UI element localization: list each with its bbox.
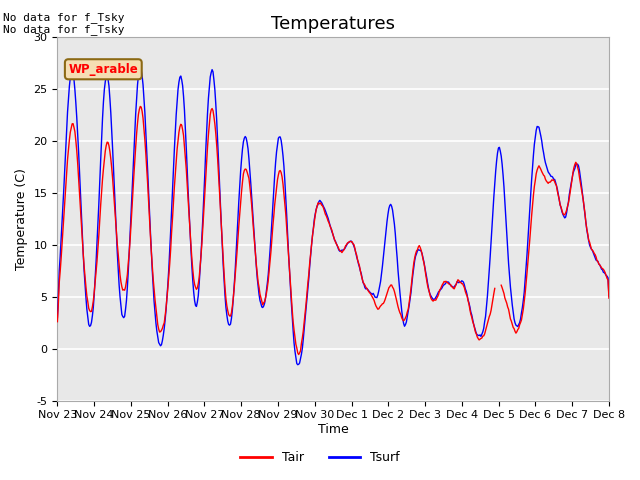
Tsurf bbox=[196, 266, 204, 272]
Line: Tair: Tair bbox=[58, 107, 609, 355]
Tsurf bbox=[380, 244, 388, 250]
X-axis label: Time: Time bbox=[318, 423, 349, 436]
Tsurf bbox=[424, 280, 431, 286]
Tair bbox=[379, 301, 387, 307]
Tair bbox=[54, 319, 61, 324]
Tsurf bbox=[136, 64, 144, 70]
Tair bbox=[422, 272, 429, 277]
Tair bbox=[605, 295, 612, 301]
Tsurf bbox=[605, 293, 612, 299]
Legend: Tair, Tsurf: Tair, Tsurf bbox=[236, 446, 404, 469]
Text: No data for f_Tsky
No data for f_Tsky: No data for f_Tsky No data for f_Tsky bbox=[3, 12, 125, 36]
Y-axis label: Temperature (C): Temperature (C) bbox=[15, 168, 28, 270]
Text: WP_arable: WP_arable bbox=[68, 63, 138, 76]
Line: Tsurf: Tsurf bbox=[58, 67, 609, 365]
Tsurf bbox=[152, 320, 160, 326]
Tair bbox=[469, 319, 477, 324]
Tair bbox=[151, 297, 159, 302]
Tsurf bbox=[294, 362, 301, 368]
Tsurf bbox=[54, 314, 61, 320]
Title: Temperatures: Temperatures bbox=[271, 15, 395, 33]
Tair bbox=[195, 275, 203, 280]
Tsurf bbox=[305, 276, 312, 282]
Tsurf bbox=[470, 324, 478, 330]
Tair bbox=[303, 290, 311, 296]
